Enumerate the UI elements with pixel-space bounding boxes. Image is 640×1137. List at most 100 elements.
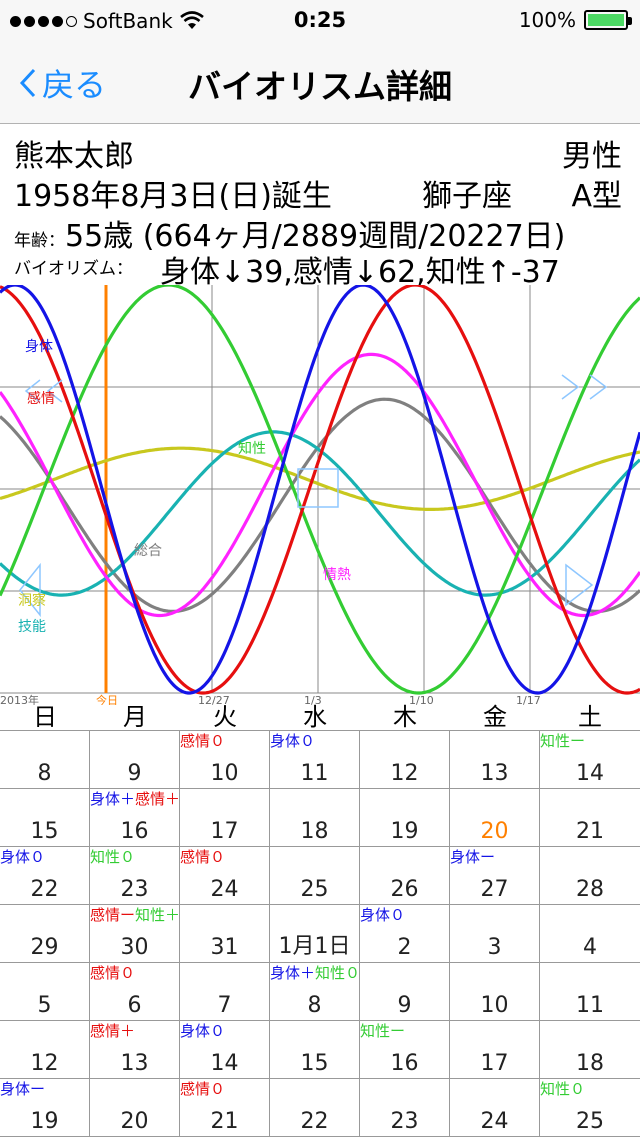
calendar-day[interactable]: 19 — [360, 789, 450, 847]
calendar-day[interactable]: 身体ー 19 — [0, 1079, 90, 1137]
day-events: 身体０ — [180, 1022, 225, 1040]
calendar-day[interactable]: 21 — [540, 789, 640, 847]
weekday-label: 火 — [213, 703, 237, 731]
calendar-week: 8 9 感情０ 10 身体０ 11 12 13 知性ー 14 — [0, 731, 640, 789]
biorhythm-event: 感情＋ — [135, 790, 181, 808]
day-number: 20 — [480, 819, 509, 844]
day-number: 23 — [390, 1109, 419, 1134]
prev-icon — [19, 562, 41, 618]
calendar-day[interactable]: 17 — [450, 1021, 540, 1079]
day-number: 7 — [217, 993, 232, 1018]
calendar-day[interactable]: 知性０ 25 — [540, 1079, 640, 1137]
calendar-day[interactable]: 20 — [90, 1079, 180, 1137]
day-events: 身体０ — [0, 848, 45, 866]
calendar-day[interactable]: 身体０ 11 — [270, 731, 360, 789]
weekday-label: 土 — [578, 703, 602, 731]
calendar-day[interactable]: 感情＋ 13 — [90, 1021, 180, 1079]
calendar-day[interactable]: 22 — [270, 1079, 360, 1137]
calendar-day[interactable]: 身体＋知性０ 8 — [270, 963, 360, 1021]
calendar-day[interactable]: 9 — [90, 731, 180, 789]
x-tick-label: 今日 — [96, 693, 118, 705]
calendar-day[interactable]: 9 — [360, 963, 450, 1021]
day-number: 15 — [30, 819, 59, 844]
carrier: SoftBank — [10, 9, 205, 33]
calendar-day[interactable]: 17 — [180, 789, 270, 847]
calendar-day[interactable]: 20 — [450, 789, 540, 847]
calendar-day[interactable]: 15 — [270, 1021, 360, 1079]
curve-label-7: 技能 — [18, 619, 46, 635]
status-time: 0:25 — [293, 8, 347, 32]
calendar-day[interactable]: 18 — [540, 1021, 640, 1079]
curve-label-4: 総合 — [134, 543, 162, 559]
calendar-day[interactable]: 知性ー 14 — [540, 731, 640, 789]
calendar-day[interactable]: 12 — [0, 1021, 90, 1079]
blood-type: A型 — [571, 179, 622, 214]
day-number: 25 — [300, 877, 329, 902]
calendar-day[interactable]: 感情０ 6 — [90, 963, 180, 1021]
calendar-week: 29 感情ー知性＋ 30 31 1月1日 身体０ 2 3 4 — [0, 905, 640, 963]
calendar-day[interactable]: 18 — [270, 789, 360, 847]
calendar-day[interactable]: 10 — [450, 963, 540, 1021]
day-number: 18 — [576, 1051, 604, 1076]
calendar-day[interactable]: 知性ー 16 — [360, 1021, 450, 1079]
biorhythm-event: 感情０ — [180, 1080, 226, 1098]
calendar-day[interactable]: 26 — [360, 847, 450, 905]
calendar-day[interactable]: 知性０ 23 — [90, 847, 180, 905]
calendar-day[interactable]: 24 — [450, 1079, 540, 1137]
calendar-day[interactable]: 感情０ 24 — [180, 847, 270, 905]
calendar-day[interactable]: 身体０ 22 — [0, 847, 90, 905]
calendar-day[interactable]: 身体０ 2 — [360, 905, 450, 963]
day-number: 17 — [480, 1051, 509, 1076]
day-number: 18 — [300, 819, 329, 844]
day-number: 20 — [120, 1109, 149, 1134]
biorhythm-event: 感情０ — [180, 848, 226, 866]
signal-icon — [10, 15, 77, 27]
day-number: 11 — [576, 993, 604, 1018]
biorhythm-event: 身体＋ — [270, 964, 316, 982]
weekday-label: 金 — [483, 703, 507, 731]
day-events: 身体０ — [360, 906, 405, 924]
calendar-day[interactable]: 12 — [360, 731, 450, 789]
calendar-day[interactable]: 29 — [0, 905, 90, 963]
day-number: 15 — [300, 1051, 329, 1076]
calendar-day[interactable]: 4 — [540, 905, 640, 963]
calendar-day[interactable]: 7 — [180, 963, 270, 1021]
calendar-day[interactable]: 5 — [0, 963, 90, 1021]
day-number: 22 — [300, 1109, 329, 1134]
calendar-day[interactable]: 15 — [0, 789, 90, 847]
day-number: 12 — [390, 761, 419, 786]
x-tick-label: 1/17 — [516, 694, 541, 705]
back-button[interactable]: 戻る — [18, 60, 106, 106]
x-tick-label: 12/27 — [198, 694, 230, 705]
calendar-day[interactable]: 身体０ 14 — [180, 1021, 270, 1079]
x-tick-label: 1/10 — [409, 694, 434, 705]
weekday-label: 水 — [303, 703, 327, 731]
calendar-day[interactable]: 身体ー 27 — [450, 847, 540, 905]
day-events: 感情０ — [180, 1080, 225, 1098]
day-events: 身体ー — [0, 1080, 45, 1098]
calendar-day[interactable]: 28 — [540, 847, 640, 905]
calendar-day[interactable]: 感情０ 21 — [180, 1079, 270, 1137]
day-number: 8 — [37, 761, 52, 786]
calendar-day[interactable]: 1月1日 — [270, 905, 360, 963]
battery-percent: 100% — [518, 8, 576, 32]
calendar-day[interactable]: 感情ー知性＋ 30 — [90, 905, 180, 963]
calendar-day[interactable]: 25 — [270, 847, 360, 905]
calendar-day[interactable]: 3 — [450, 905, 540, 963]
chevron-left-icon — [19, 68, 36, 98]
calendar-day[interactable]: 11 — [540, 963, 640, 1021]
calendar-day[interactable]: 31 — [180, 905, 270, 963]
calendar-day[interactable]: 8 — [0, 731, 90, 789]
biorhythm-event: 身体０ — [180, 1022, 226, 1040]
day-number: 14 — [576, 761, 604, 786]
calendar-day[interactable]: 身体＋感情＋ 16 — [90, 789, 180, 847]
calendar-day[interactable]: 23 — [360, 1079, 450, 1137]
series-line-6 — [0, 446, 640, 511]
day-number: 31 — [210, 935, 239, 960]
curve-label-2: 感情 — [27, 390, 55, 407]
calendar-day[interactable]: 13 — [450, 731, 540, 789]
day-number: 25 — [576, 1109, 604, 1134]
biorhythm-event: 知性ー — [540, 732, 586, 750]
calendar-day[interactable]: 感情０ 10 — [180, 731, 270, 789]
